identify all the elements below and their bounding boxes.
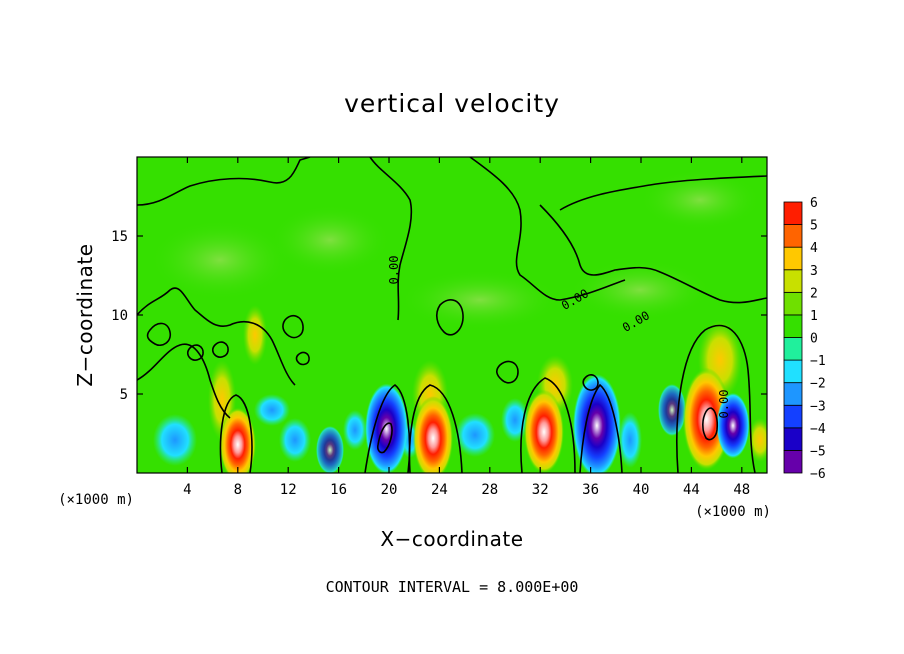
colorbar-swatch [783, 404, 803, 429]
y-tick-label: 5 [120, 387, 128, 403]
contour-cell-32 [520, 377, 576, 473]
colorbar-swatch [783, 314, 803, 338]
y-axis-ticks: 5 10 15 [111, 229, 767, 403]
x-tick-label: 36 [582, 482, 599, 498]
contour-loop-h [582, 374, 599, 391]
colorbar-swatch [783, 269, 803, 293]
x-tick-label: 32 [532, 482, 549, 498]
colorbar-swatch [783, 450, 803, 474]
contour-upper [137, 157, 311, 206]
contour-cell-45 [676, 324, 756, 473]
colorbar-label: 1 [810, 309, 818, 324]
contour-lower-left [137, 343, 231, 419]
contour-cell-8 [219, 394, 253, 473]
colorbar-swatch [783, 246, 803, 271]
updraft-cell [412, 396, 454, 473]
colorbar-label: 5 [810, 219, 818, 234]
x-tick-label: 44 [683, 482, 700, 498]
contour-cell-36 [579, 383, 623, 473]
colorbar-label: 2 [810, 286, 818, 301]
x-tick-label: 24 [431, 482, 448, 498]
contour-inner-45 [702, 407, 719, 441]
x-axis-title: X−coordinate [380, 527, 523, 551]
contour-inner-20 [377, 422, 393, 454]
contour-cell-24 [408, 384, 463, 473]
x-unit-left: (×1000 m) [58, 492, 134, 508]
x-tick-label: 28 [481, 482, 498, 498]
contour-upper-right [469, 157, 626, 301]
contour-loop-f [295, 351, 310, 366]
colorbar-label: 4 [810, 241, 818, 256]
colorbar-swatch [783, 359, 803, 384]
colorbar-label: −5 [810, 444, 826, 459]
contour-loop-g [496, 360, 519, 384]
contour-loop-a [146, 322, 172, 347]
colorbar-label: 3 [810, 264, 818, 279]
contour-label: 0.00 [717, 390, 731, 419]
y-tick-label: 10 [111, 308, 128, 324]
x-tick-label: 48 [733, 482, 750, 498]
colorbar-swatch [783, 337, 803, 361]
contour-upper-middle [369, 157, 413, 321]
colorbar-label: −2 [810, 377, 826, 392]
y-axis-title: Z−coordinate [73, 243, 97, 386]
colorbar-label: 0 [810, 332, 818, 347]
contour-loop-c [435, 299, 464, 336]
x-axis-ticks: 4 8 12 16 20 24 28 32 36 40 44 48 [183, 157, 750, 498]
x-tick-label: 40 [633, 482, 650, 498]
updraft-cell [523, 389, 565, 473]
downdraft-cell [716, 392, 750, 459]
contour-top-right [559, 175, 767, 211]
colorbar-label: −1 [810, 354, 826, 369]
x-tick-label: 20 [381, 482, 398, 498]
x-unit-right: (×1000 m) [695, 504, 771, 520]
x-tick-label: 12 [280, 482, 297, 498]
updraft-cell [219, 407, 257, 473]
colorbar-label: −6 [810, 467, 826, 482]
colorbar-swatch [783, 427, 803, 451]
colorbar-swatch [783, 201, 803, 225]
colorbar-swatch [783, 224, 803, 248]
downdraft-cell [365, 383, 408, 473]
contour-mid-left [137, 287, 296, 386]
contour-lines [137, 157, 767, 473]
contour-loop-d [186, 344, 204, 361]
colorbar-label: −3 [810, 399, 826, 414]
colorbar-label: 6 [810, 196, 818, 211]
contour-mid-right [539, 204, 767, 304]
x-tick-label: 4 [183, 482, 191, 498]
contour-loop-b [282, 314, 304, 339]
colorbar-label: −4 [810, 422, 826, 437]
contour-label: 0.00 [387, 256, 401, 285]
chart-title: vertical velocity [344, 89, 560, 118]
plot-area: 0.00 0.00 0.00 0.00 [137, 157, 767, 473]
contour-loop-e [211, 341, 229, 358]
updraft-cell [682, 367, 731, 471]
background-texture [150, 170, 760, 330]
x-tick-label: 16 [330, 482, 347, 498]
colorbar-swatch [783, 291, 803, 316]
y-tick-label: 15 [111, 229, 128, 245]
contour-interval-note: CONTOUR INTERVAL = 8.000E+00 [326, 578, 579, 596]
x-tick-label: 8 [234, 482, 242, 498]
colorbar: −6 −5 −4 −3 −2 −1 0 1 2 3 4 5 6 [783, 196, 826, 482]
colorbar-swatch [783, 382, 803, 406]
updraft-downdraft-cells [219, 367, 750, 473]
